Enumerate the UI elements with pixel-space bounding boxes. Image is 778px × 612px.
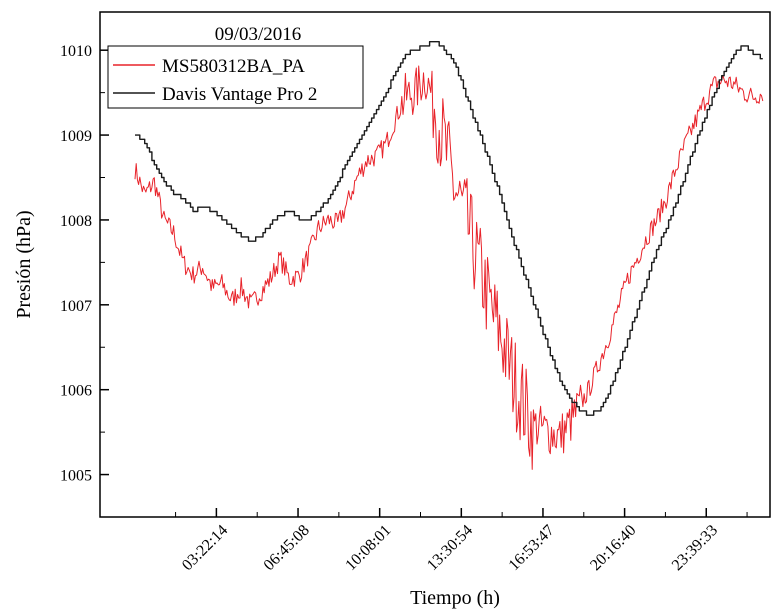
plot-frame [99, 11, 771, 518]
legend-box [107, 45, 364, 109]
y-tick-label: 1009 [60, 128, 92, 145]
y-tick-label: 1005 [60, 468, 92, 485]
x-tick-label: 06:45:08 [261, 522, 313, 574]
x-axis-title: Tiempo (h) [410, 587, 500, 609]
legend-label: Davis Vantage Pro 2 [162, 84, 317, 105]
series-line-davis-vantage-pro-2 [135, 41, 763, 416]
x-tick-label: 23:39:33 [669, 522, 721, 574]
x-tick-label: 03:22:14 [179, 522, 231, 574]
x-tick-label: 16:53:47 [506, 522, 558, 574]
y-tick-label: 1008 [60, 213, 92, 230]
y-axis-title: Presión (hPa) [13, 210, 35, 318]
y-tick-label: 1007 [60, 298, 92, 315]
chart-title: 09/03/2016 [215, 24, 302, 45]
x-tick-label: 13:30:54 [424, 522, 476, 574]
y-tick-label: 1010 [60, 43, 92, 60]
x-tick-label: 20:16:40 [587, 522, 639, 574]
legend: MS580312BA_PA Davis Vantage Pro 2 [107, 45, 364, 109]
series-line-ms580312ba-pa [134, 65, 764, 470]
y-tick-label: 1006 [60, 383, 92, 400]
legend-label: MS580312BA_PA [162, 56, 305, 77]
x-tick-label: 10:08:01 [342, 522, 394, 574]
